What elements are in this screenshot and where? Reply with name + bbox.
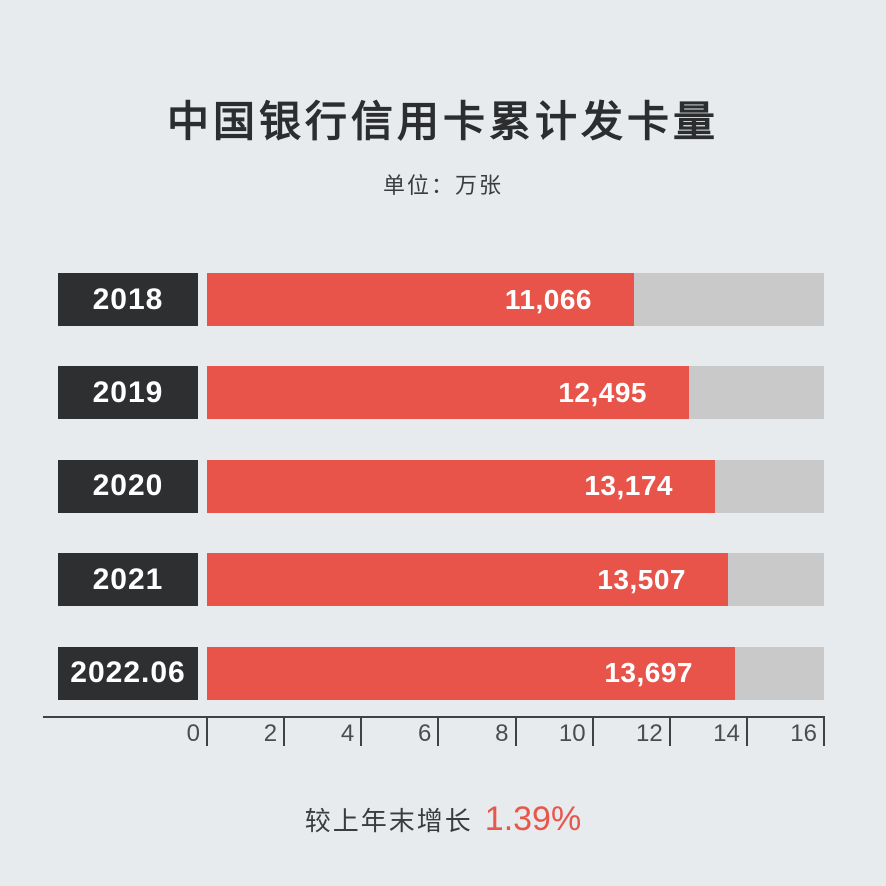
bar-track: 13,697 xyxy=(207,646,824,700)
x-axis-tick-label: 16 xyxy=(790,720,817,747)
x-axis-tick-label: 14 xyxy=(713,720,740,747)
bar-value-label: 12,495 xyxy=(558,376,647,408)
bar-fill: 13,507 xyxy=(207,553,728,607)
x-axis-tick-label: 2 xyxy=(263,720,278,747)
bar-fill: 13,174 xyxy=(207,459,715,513)
year-label-box: 2019 xyxy=(58,366,198,420)
bar-value-label: 13,174 xyxy=(584,470,673,502)
bar-row: 2018 11,066 xyxy=(0,273,886,326)
year-label: 2018 xyxy=(92,282,164,316)
year-label-box: 2018 xyxy=(58,273,198,326)
bar-row: 2021 13,507 xyxy=(0,553,886,607)
x-axis-tick xyxy=(283,716,286,746)
bar-row: 2020 13,174 xyxy=(0,459,886,513)
bar-value-label: 11,066 xyxy=(504,283,592,315)
x-axis-tick-label: 12 xyxy=(636,720,663,747)
unit-label: 单位：万张 xyxy=(382,173,503,198)
x-axis-tick xyxy=(745,716,748,746)
x-axis-tick xyxy=(514,716,517,746)
x-axis-tick-label: 10 xyxy=(558,720,586,747)
growth-note: 较上年末增长 1.39% xyxy=(0,800,886,839)
bar-value-label: 13,697 xyxy=(604,657,693,689)
growth-note-text: 较上年末增长 xyxy=(304,806,473,836)
bar-track: 13,174 xyxy=(207,459,824,513)
bar-fill: 12,495 xyxy=(207,366,689,420)
x-axis-tick xyxy=(591,716,594,746)
page-title: 中国银行信用卡累计发卡量 xyxy=(166,98,719,145)
year-label: 2020 xyxy=(92,469,164,503)
x-axis-line xyxy=(43,716,825,718)
bar-row: 2019 12,495 xyxy=(0,366,886,420)
bar-value-label: 13,507 xyxy=(597,563,686,595)
x-axis-tick xyxy=(437,716,440,746)
bar-fill: 13,697 xyxy=(207,646,735,700)
x-axis-tick-label: 6 xyxy=(418,720,432,747)
x-axis-tick-label: 8 xyxy=(495,720,509,747)
bar-fill: 11,066 xyxy=(207,273,634,326)
year-label: 2021 xyxy=(92,562,164,596)
year-label-box: 2022.06 xyxy=(58,646,198,700)
year-label-box: 2021 xyxy=(58,553,198,607)
x-axis-tick-label: 0 xyxy=(186,720,200,747)
bar-track: 13,507 xyxy=(207,553,824,607)
growth-note-value: 1.39% xyxy=(484,800,582,838)
x-axis-tick-label: 4 xyxy=(340,720,355,747)
x-axis-tick xyxy=(668,716,671,746)
year-label: 2022.06 xyxy=(70,656,186,690)
bar-track: 11,066 xyxy=(207,273,824,326)
bar-track: 12,495 xyxy=(207,366,824,420)
bar-row: 2022.06 13,697 xyxy=(0,646,886,700)
x-axis-tick xyxy=(360,716,363,746)
x-axis-tick xyxy=(206,716,208,746)
year-label-box: 2020 xyxy=(58,459,198,513)
year-label: 2019 xyxy=(92,375,164,409)
x-axis-tick xyxy=(823,716,825,746)
